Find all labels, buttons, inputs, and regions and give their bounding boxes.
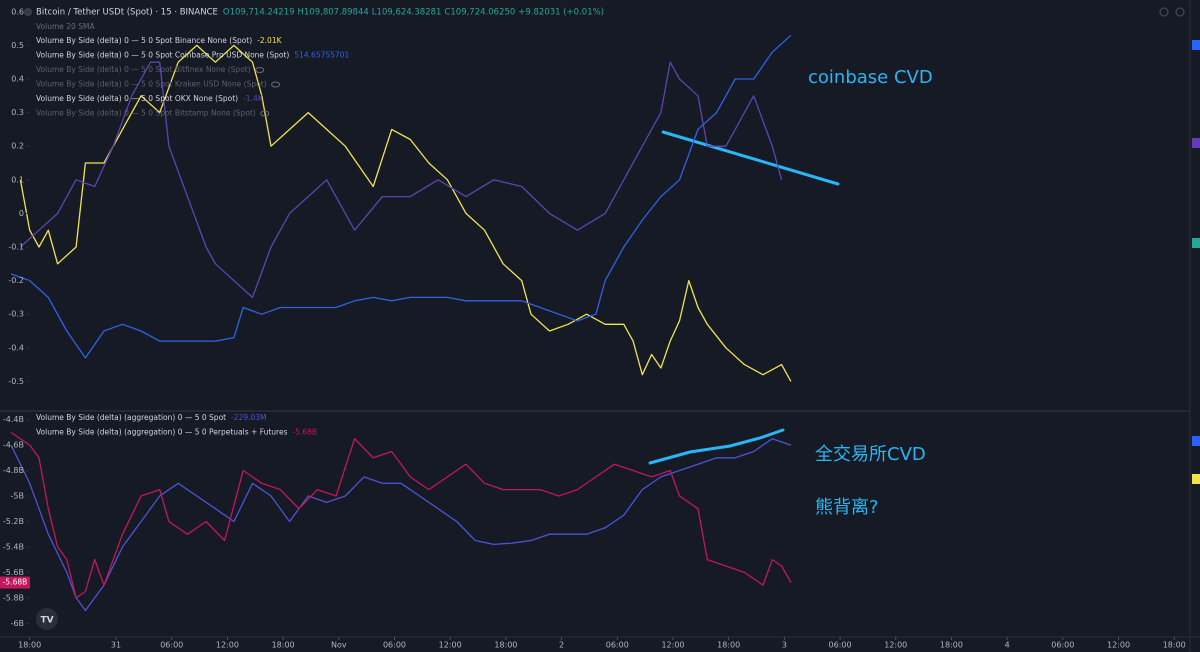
y-tick-label: -0.3 <box>8 310 24 319</box>
legend-name: Volume By Side (delta) 0 — 5 0 Spot Bits… <box>36 109 256 118</box>
drawn-trendline <box>661 130 840 186</box>
x-tick-label: 3 <box>782 641 787 650</box>
x-tick-label: 06:00 <box>1051 641 1074 650</box>
y-tick-label: 0 <box>19 209 24 218</box>
x-tick-label: 18:00 <box>940 641 963 650</box>
price-badge <box>1192 474 1200 484</box>
y-tick-label: -4.8B <box>3 466 24 475</box>
y-tick-label: 0.6 <box>11 7 24 16</box>
x-tick-label: 06:00 <box>160 641 183 650</box>
legend-name: Volume By Side (delta) 0 — 5 0 Spot Bina… <box>36 36 252 45</box>
x-tick-label: 06:00 <box>606 641 629 650</box>
price-badge <box>1192 238 1200 248</box>
drawn-trendline <box>648 428 785 465</box>
y-tick-label: -5.4B <box>3 542 24 551</box>
y-tick-label: -0.1 <box>8 243 24 252</box>
price-change: +9.82031 (+0.01%) <box>518 8 604 18</box>
y-tick-label: -5.2B <box>3 517 24 526</box>
menu-icon[interactable] <box>1175 7 1185 17</box>
price-badge <box>1192 138 1200 148</box>
ohlc-value: O109,714.24219 <box>223 8 295 18</box>
legend-value: -1.4K <box>243 94 264 103</box>
y-tick-label: 0.4 <box>11 74 24 83</box>
cvd-line <box>10 34 792 359</box>
visibility-toggle[interactable] <box>260 110 270 117</box>
x-tick-label: 12:00 <box>439 641 462 650</box>
value-badge <box>0 576 30 589</box>
y-tick-label: -4.6B <box>3 441 24 450</box>
price-badge <box>1192 40 1200 50</box>
legend-name: Volume By Side (delta) 0 — 5 0 Spot OKX … <box>36 94 238 103</box>
x-tick-label: 12:00 <box>216 641 239 650</box>
cvd-line <box>10 431 792 599</box>
y-tick-label: 0.5 <box>11 41 24 50</box>
legend-name: Volume By Side (delta) 0 — 5 0 Spot Coin… <box>36 51 289 60</box>
value-badge-label: -5.68B <box>3 578 28 587</box>
legend-name: Volume By Side (delta) (aggregation) 0 —… <box>36 413 226 422</box>
y-tick-label: -0.5 <box>8 377 24 386</box>
y-tick-label: -5B <box>11 492 24 501</box>
x-tick-label: 18:00 <box>494 641 517 650</box>
series-layer <box>10 34 792 612</box>
x-tick-label: 18:00 <box>1163 641 1186 650</box>
legend-value: -229.03M <box>231 413 266 422</box>
annotation: 熊背离? <box>815 497 879 518</box>
label-layer: 0.6 0.5 0.4 0.3 0.2 0.1 0 -0.1 -0.2 -0.3 -0.4 -0.5 B… <box>0 7 1186 650</box>
symbol-title: Bitcoin / Tether USDt (Spot) · 15 · BINA… <box>36 8 218 18</box>
x-tick-label: 18:00 <box>272 641 295 650</box>
ohlc-value: C109,724.06250 <box>444 8 515 18</box>
y-tick-label: -0.4 <box>8 343 24 352</box>
y-tick-label: 0.2 <box>11 142 24 151</box>
x-tick-label: 12:00 <box>661 641 684 650</box>
price-badge <box>1192 436 1200 446</box>
tv-logo-text: TV <box>40 616 53 626</box>
x-tick-label: 31 <box>111 641 121 650</box>
y-tick-label: -5.8B <box>3 593 24 602</box>
x-tick-label: 12:00 <box>1107 641 1130 650</box>
annotation: coinbase CVD <box>808 67 933 88</box>
legend-name: Volume By Side (delta) 0 — 5 0 Spot Bitf… <box>36 65 251 74</box>
x-tick-label: 06:00 <box>383 641 406 650</box>
legend-name: Volume By Side (delta) 0 — 5 0 Spot Krak… <box>36 80 267 89</box>
x-tick-label: 06:00 <box>829 641 852 650</box>
tv-logo <box>36 608 58 630</box>
cvd-line <box>19 61 783 299</box>
visibility-toggle[interactable] <box>255 67 265 73</box>
indicator-name: Volume 20 SMA <box>36 22 95 31</box>
y-tick-label: 0.1 <box>11 175 24 184</box>
legend-value: -2.01K <box>257 36 282 45</box>
visibility-toggle[interactable] <box>271 81 281 88</box>
x-tick-label: 2 <box>559 641 564 650</box>
x-tick-label: Nov <box>331 641 347 650</box>
x-tick-label: 12:00 <box>884 641 907 650</box>
y-tick-label: -4.4B <box>3 415 24 424</box>
x-tick-label: 4 <box>1005 641 1010 650</box>
legend-value: 514.65755701 <box>294 51 349 60</box>
ohlc-value: H109,807.89844 <box>298 8 369 18</box>
cvd-line <box>10 438 792 612</box>
x-tick-label: 18:00 <box>18 641 41 650</box>
y-tick-label: 0.3 <box>11 108 24 117</box>
annotation: 全交易所CVD <box>815 444 926 465</box>
legend-value: -5.68B <box>293 428 318 437</box>
legend-name: Volume By Side (delta) (aggregation) 0 —… <box>36 428 288 437</box>
x-tick-label: 18:00 <box>717 641 740 650</box>
y-tick-label: -5.6B <box>3 568 24 577</box>
ohlc-value: L109,624.38281 <box>372 8 442 18</box>
settings-icon[interactable] <box>1159 7 1169 17</box>
y-tick-label: -0.2 <box>8 276 24 285</box>
cvd-line <box>19 44 792 382</box>
y-tick-label: -6B <box>11 619 24 628</box>
